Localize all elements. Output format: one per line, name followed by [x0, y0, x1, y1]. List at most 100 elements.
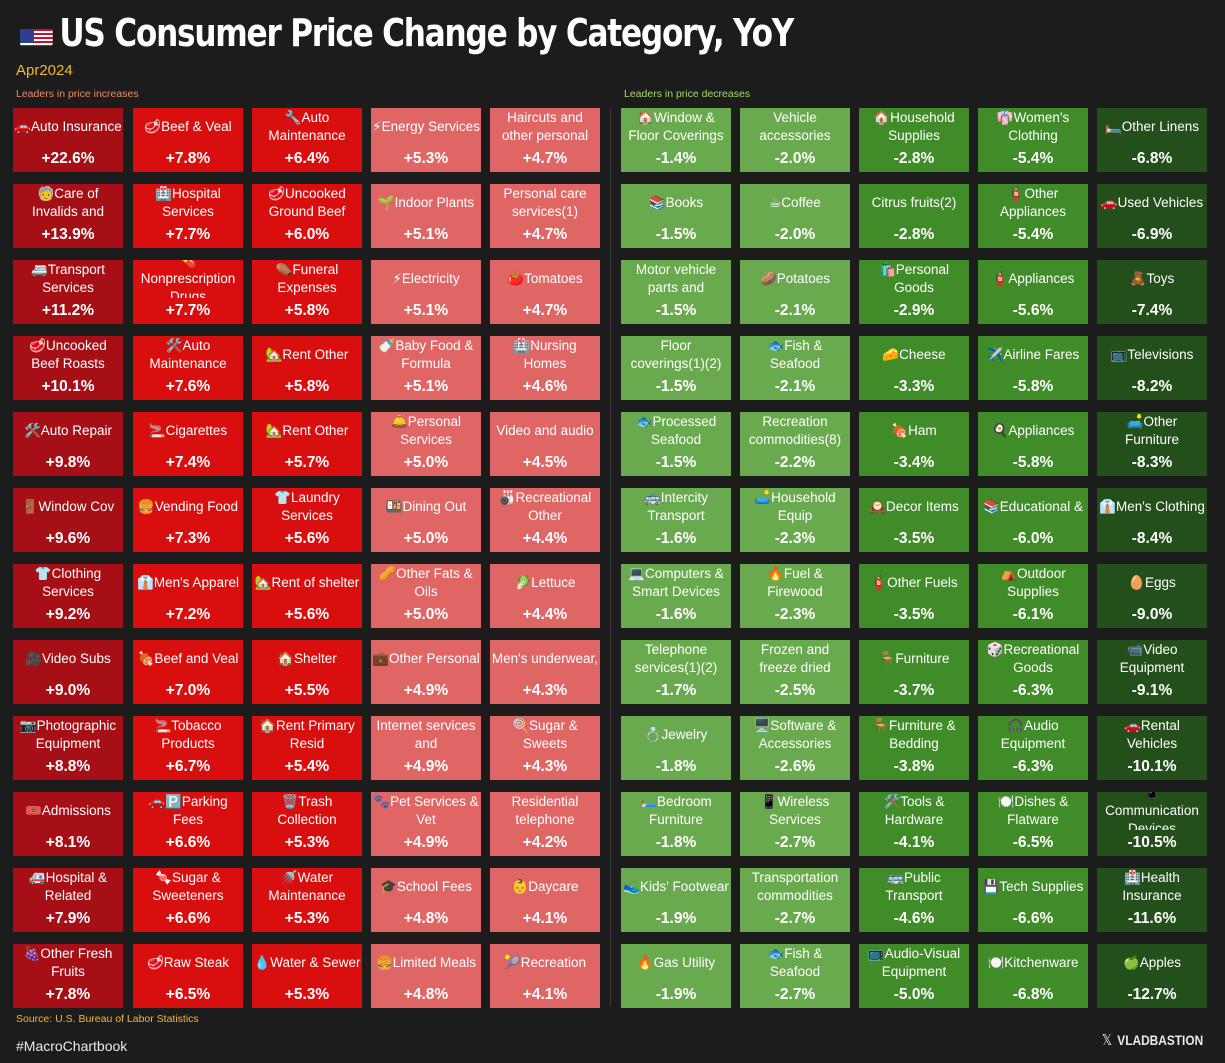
category-value: +5.5% — [284, 682, 330, 699]
category-value: -5.4% — [1012, 226, 1054, 243]
category-tile: Frozen and freeze dried -2.5% — [740, 640, 850, 704]
category-tile: 🍳Appliances -5.8% — [978, 412, 1088, 476]
category-label: 🏡Rent Other — [265, 347, 349, 362]
category-label: 🛏️Bedroom Furniture — [640, 794, 712, 827]
category-value: -9.1% — [1131, 682, 1173, 699]
category-tile: 🏡Rent of shelter +5.6% — [252, 564, 362, 628]
category-tile: 🚌Public Transport -4.6% — [859, 868, 969, 932]
category-value: +7.6% — [165, 378, 211, 395]
category-value: +8.8% — [45, 758, 91, 775]
category-label: 🚗Auto Insurance — [14, 119, 122, 134]
category-tile: 🐟Processed Seafood -1.5% — [621, 412, 731, 476]
category-value: +4.6% — [522, 378, 568, 395]
category-label: 👔Men's Apparel — [137, 575, 239, 590]
category-label: 💊Nonprescription Drugs — [140, 260, 236, 298]
category-value: -3.7% — [893, 682, 935, 699]
category-value: +6.7% — [165, 758, 211, 775]
us-flag-icon — [20, 20, 53, 46]
chart-subtitle: Apr2024 — [16, 62, 73, 79]
category-value: +5.4% — [284, 758, 330, 775]
category-label: 🛠️Tools & Hardware — [883, 794, 945, 827]
category-value: +9.0% — [45, 682, 91, 699]
category-label: ⚡Energy Services — [372, 119, 480, 134]
category-value: +4.9% — [403, 758, 449, 775]
category-tile: 📱Wireless Services -2.7% — [740, 792, 850, 856]
category-tile: 🍬Sugar & Sweeteners +6.6% — [133, 868, 243, 932]
category-label: 📺Audio-Visual Equipment — [867, 946, 961, 979]
category-label: ⚰️Funeral Expenses — [275, 262, 339, 295]
category-value: -2.6% — [774, 758, 816, 775]
category-tile: ✈️Airline Fares -5.8% — [978, 336, 1088, 400]
category-tile: 🐾Pet Services & Vet +4.9% — [371, 792, 481, 856]
category-tile: 🚬Cigarettes +7.4% — [133, 412, 243, 476]
chart-title: US Consumer Price Change by Category, Yo… — [20, 8, 794, 58]
category-value: +7.2% — [165, 606, 211, 623]
category-value: +7.8% — [165, 150, 211, 167]
category-value: +7.9% — [45, 910, 91, 927]
category-label: 🎳Recreational Other — [498, 490, 592, 523]
category-label: 🍽️Kitchenware — [987, 955, 1079, 970]
chart-title-text: US Consumer Price Change by Category, Yo… — [59, 11, 794, 55]
category-tile: Vehicle accessories -2.0% — [740, 108, 850, 172]
category-value: +4.5% — [522, 454, 568, 471]
category-value: +5.8% — [284, 378, 330, 395]
category-label: 💍Jewelry — [644, 727, 708, 742]
category-value: +4.2% — [522, 834, 568, 851]
category-label: 🏥Health Insurance — [1122, 870, 1182, 903]
category-value: -3.3% — [893, 378, 935, 395]
category-label: 🗑️Trash Collection — [277, 794, 337, 827]
category-tile: 🏠Household Supplies -2.8% — [859, 108, 969, 172]
category-tile: 🧸Toys -7.4% — [1097, 260, 1207, 324]
category-label: 🎟️Admissions — [25, 803, 111, 818]
category-value: +6.4% — [284, 150, 330, 167]
category-label: 🪑Furniture — [878, 651, 950, 666]
category-value: +4.4% — [522, 530, 568, 547]
category-tile: Motor vehicle parts and -1.5% — [621, 260, 731, 324]
category-label: 🍖Beef and Veal — [137, 651, 239, 666]
category-label: 🏠Shelter — [277, 651, 337, 666]
category-tile: 🎥Video Subs +9.0% — [13, 640, 123, 704]
category-label: 🍖Ham — [891, 423, 937, 438]
category-value: +5.6% — [284, 530, 330, 547]
category-label: 🍬Sugar & Sweeteners — [152, 870, 224, 903]
category-label: 🖥️Software & Accessories — [753, 718, 837, 751]
category-label: 🪑Furniture & Bedding — [872, 718, 956, 751]
category-value: +5.0% — [403, 530, 449, 547]
category-label: 🚑Hospital & Related — [28, 870, 108, 903]
x-logo-icon: 𝕏 — [1101, 1032, 1112, 1049]
category-tile: 🧀Cheese -3.3% — [859, 336, 969, 400]
category-tile: 🎾Recreation +4.1% — [490, 944, 600, 1008]
category-tile: 🐟Fish & Seafood -2.7% — [740, 944, 850, 1008]
category-value: -1.5% — [655, 454, 697, 471]
category-value: -5.6% — [1012, 302, 1054, 319]
category-value: +5.6% — [284, 606, 330, 623]
category-label: 🛎️Personal Services — [390, 414, 462, 447]
category-label: 👔Men's Clothing — [1099, 499, 1205, 514]
category-value: -5.0% — [893, 986, 935, 1003]
category-label: 🥩Raw Steak — [146, 955, 230, 970]
category-label: 📺Televisions — [1110, 347, 1194, 362]
category-label: 🎥Video Subs — [25, 651, 111, 666]
category-label: Residential telephone — [511, 794, 579, 827]
category-value: +5.3% — [284, 834, 330, 851]
category-label: 🥩Beef & Veal — [144, 119, 232, 134]
category-value: -5.8% — [1012, 378, 1054, 395]
category-value: -9.0% — [1131, 606, 1173, 623]
category-tile: Transportation commodities -2.7% — [740, 868, 850, 932]
category-value: -6.1% — [1012, 606, 1054, 623]
category-label: 💻Computers & Smart Devices — [628, 566, 724, 599]
category-tile: 🧯Appliances -5.6% — [978, 260, 1088, 324]
category-value: -2.9% — [893, 302, 935, 319]
category-tile: 💼Other Personal +4.9% — [371, 640, 481, 704]
category-value: +5.3% — [284, 986, 330, 1003]
category-label: 🍭Sugar & Sweets — [512, 718, 578, 751]
category-label: 🧓Care of Invalids and — [31, 186, 105, 219]
category-value: -3.8% — [893, 758, 935, 775]
category-value: -4.1% — [893, 834, 935, 851]
category-tile: 💾Tech Supplies -6.6% — [978, 868, 1088, 932]
source-note: Source: U.S. Bureau of Labor Statistics — [16, 1013, 199, 1025]
category-value: +5.0% — [403, 454, 449, 471]
category-value: +4.8% — [403, 910, 449, 927]
category-label: 🔧Auto Maintenance — [268, 110, 346, 143]
category-label: 🏠Rent Primary Resid — [259, 718, 355, 751]
